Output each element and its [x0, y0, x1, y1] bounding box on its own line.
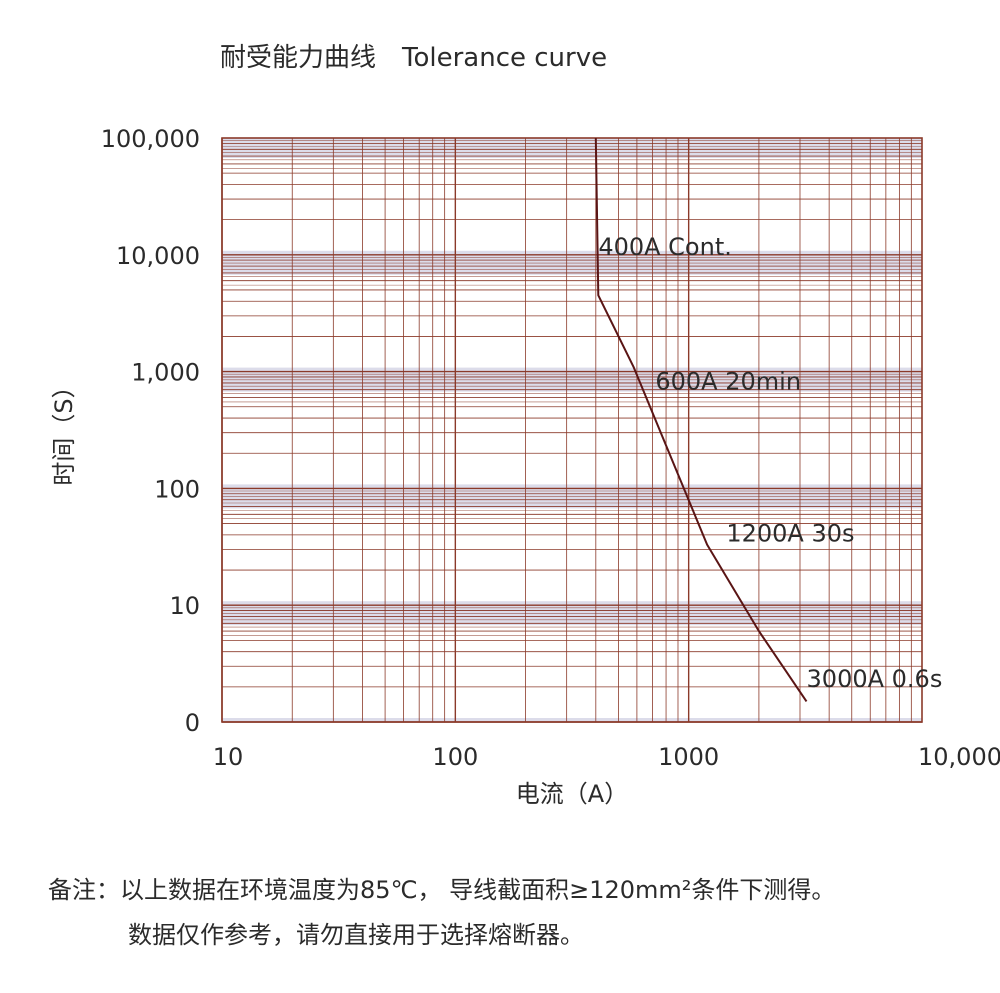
plot-frame: [221, 137, 923, 723]
curve-annotation: 3000A 0.6s: [807, 665, 943, 693]
x-axis-ticks: 10 100 1000 10,000: [213, 743, 1000, 771]
y-tick-label: 100,000: [101, 125, 200, 153]
chart-grid: [221, 137, 923, 723]
data-series: [594, 137, 808, 702]
y-tick-label: 0: [185, 709, 200, 737]
grid-band: [222, 718, 922, 722]
x-tick-label: 100: [432, 743, 478, 771]
x-axis-label: 电流（A）: [516, 780, 628, 808]
x-tick-label: 1000: [658, 743, 719, 771]
horizontal-bands: [222, 138, 922, 722]
x-tick-label: 10: [213, 743, 244, 771]
curve-annotation: 1200A 30s: [726, 520, 854, 548]
curve-annotation: 400A Cont.: [598, 233, 732, 261]
x-tick-label: 10,000: [918, 743, 1000, 771]
y-tick-label: 1,000: [131, 359, 200, 387]
y-tick-label: 100: [154, 475, 200, 503]
annotations: 400A Cont. 600A 20min 1200A 30s 3000A 0.6s: [598, 233, 942, 693]
footnote-line-1: 备注：以上数据在环境温度为85℃， 导线截面积≥120mm²条件下测得。: [48, 876, 836, 904]
y-axis-label: 时间（S）: [50, 374, 78, 485]
y-tick-label: 10,000: [116, 242, 200, 270]
y-tick-label: 10: [169, 592, 200, 620]
chart-title: 耐受能力曲线 Tolerance curve: [220, 43, 607, 73]
curve-annotation: 600A 20min: [655, 368, 801, 396]
y-axis-ticks: 0 10 100 1,000 10,000 100,000: [101, 125, 200, 737]
series-line: [594, 137, 808, 702]
grid-band: [222, 138, 922, 158]
tolerance-curve-chart: 耐受能力曲线 Tolerance curve 0 10 100 1,000 10,000…: [50, 43, 1000, 808]
footnote-line-2: 数据仅作参考，请勿直接用于选择熔断器。: [128, 921, 584, 949]
